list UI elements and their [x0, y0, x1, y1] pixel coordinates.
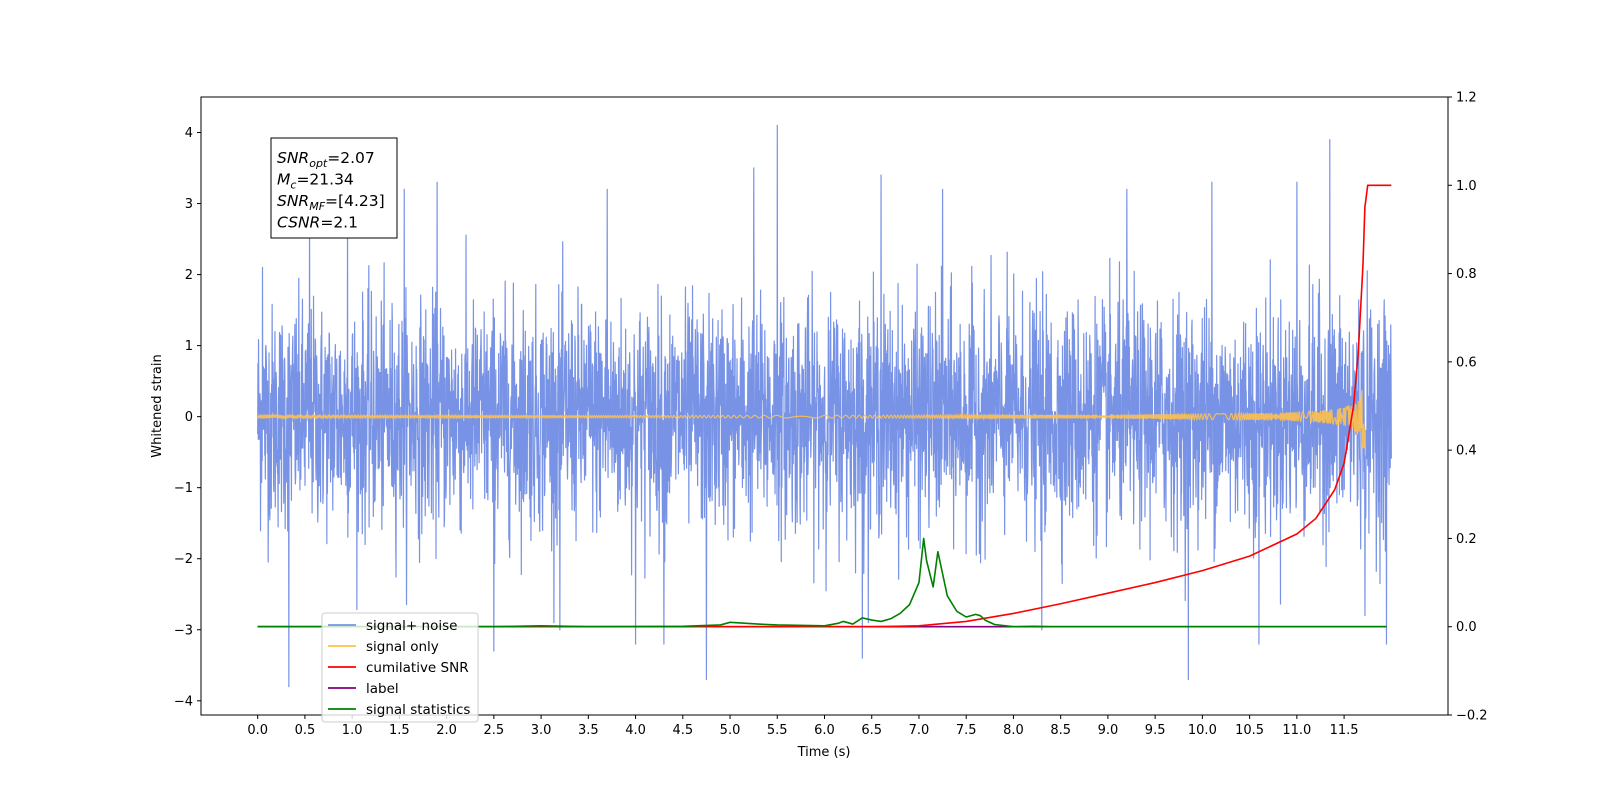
y-axis-right: 1.2 1.0 0.8 0.6 0.4 0.2 0.0 −0.2 [1448, 91, 1488, 724]
y-axis-label: Whitened strain [150, 354, 165, 457]
x-tick-label: 6.0 [814, 723, 835, 738]
x-tick-label: 10.0 [1188, 723, 1217, 738]
x-tick-label: 7.5 [956, 723, 977, 738]
info-box-line: Mc=21.34 [277, 171, 354, 192]
y2-tick-label: 0.0 [1456, 620, 1477, 635]
x-tick-label: 10.5 [1235, 723, 1264, 738]
x-tick-label: 11.5 [1330, 723, 1359, 738]
y2-tick-label: 1.2 [1456, 91, 1477, 106]
x-axis: 0.0 0.5 1.0 1.5 2.0 2.5 3.0 3.5 4.0 4.5 5.0 5.5 6.0 6… [247, 715, 1359, 738]
x-tick-label: 2.0 [436, 723, 457, 738]
info-box-line: CSNR=2.1 [277, 214, 358, 232]
y2-tick-label: 1.0 [1456, 179, 1477, 194]
y-tick-label: −1 [174, 481, 193, 496]
series-line-signal-noise [257, 124, 1392, 688]
x-tick-label: 5.0 [720, 723, 741, 738]
y2-tick-label: 0.8 [1456, 267, 1477, 282]
x-tick-label: 11.0 [1282, 723, 1311, 738]
x-tick-label: 1.5 [389, 723, 410, 738]
y-tick-label: 2 [185, 268, 193, 283]
legend: signal+ noise signal only cumilative SNR la… [321, 612, 479, 723]
legend-entry-label: label [366, 681, 399, 697]
x-tick-label: 7.0 [909, 723, 930, 738]
info-box-line: SNRMF=[4.23] [277, 192, 385, 213]
x-tick-label: 3.0 [531, 723, 552, 738]
y2-tick-label: −0.2 [1456, 709, 1488, 724]
plot-area [257, 124, 1392, 688]
y-tick-label: 1 [185, 339, 193, 354]
x-axis-label: Time (s) [797, 745, 851, 760]
legend-entry-label: signal statistics [366, 702, 470, 718]
y-tick-label: 0 [185, 410, 193, 425]
y-axis-left: 4 3 2 1 0 −1 −2 −3 −4 [174, 126, 201, 709]
x-tick-label: 3.5 [578, 723, 599, 738]
x-tick-label: 8.5 [1050, 723, 1071, 738]
info-box-line: SNRopt=2.07 [277, 149, 375, 170]
y-tick-label: 4 [185, 126, 193, 141]
x-tick-label: 0.5 [295, 723, 316, 738]
y2-tick-label: 0.4 [1456, 444, 1477, 459]
x-tick-label: 6.5 [861, 723, 882, 738]
x-tick-label: 4.5 [672, 723, 693, 738]
y2-tick-label: 0.6 [1456, 355, 1477, 370]
series-line-signal-only [257, 390, 1366, 449]
y2-tick-label: 0.2 [1456, 532, 1477, 547]
series-line-cumulative-snr [257, 184, 1392, 628]
x-tick-label: 2.5 [484, 723, 505, 738]
legend-entry-label: signal+ noise [366, 618, 457, 634]
series-line-signal-statistics [257, 537, 1387, 628]
x-tick-label: 9.0 [1098, 723, 1119, 738]
x-tick-label: 1.0 [342, 723, 363, 738]
legend-frame [321, 612, 479, 723]
x-tick-label: 4.0 [625, 723, 646, 738]
x-tick-label: 9.5 [1145, 723, 1166, 738]
y-tick-label: 3 [185, 197, 193, 212]
y-tick-label: −4 [174, 694, 193, 709]
y-tick-label: −2 [174, 552, 193, 567]
legend-entry-label: cumilative SNR [366, 660, 469, 676]
info-box-frame [270, 137, 398, 239]
x-tick-label: 0.0 [247, 723, 268, 738]
x-tick-label: 5.5 [767, 723, 788, 738]
y-tick-label: −3 [174, 623, 193, 638]
x-tick-label: 8.0 [1003, 723, 1024, 738]
legend-entry-label: signal only [366, 639, 439, 655]
